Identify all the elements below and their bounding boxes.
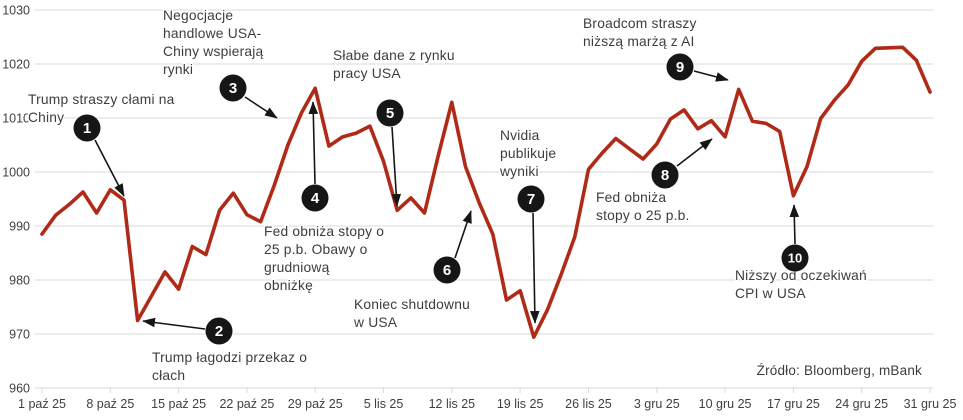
y-axis-label: 970 bbox=[9, 328, 30, 342]
annotation-number-badge bbox=[205, 317, 233, 345]
annotation-number-badge bbox=[376, 99, 404, 127]
annotation-number: 2 bbox=[215, 323, 223, 340]
y-axis-label: 980 bbox=[9, 274, 30, 288]
x-axis-label: 29 paź 25 bbox=[288, 397, 343, 411]
annotation-arrow bbox=[142, 317, 206, 330]
x-axis-label: 19 lis 25 bbox=[497, 397, 544, 411]
annotation-number-badge bbox=[73, 114, 101, 142]
x-axis-label: 15 paź 25 bbox=[151, 397, 206, 411]
x-axis-label: 3 gru 25 bbox=[634, 397, 680, 411]
annotation-arrow bbox=[94, 139, 125, 197]
annotation-6: Koniec shutdownu w USA 6 bbox=[352, 210, 472, 332]
annotation-number: 8 bbox=[661, 167, 669, 184]
annotation-number: 5 bbox=[386, 105, 394, 122]
annotation-number-badge bbox=[219, 74, 247, 102]
annotation-number: 10 bbox=[788, 251, 802, 266]
annotation-arrow bbox=[244, 96, 278, 119]
annotation-arrow bbox=[789, 204, 800, 245]
annotation-caption: Trump straszy cłami na Chiny bbox=[28, 92, 175, 125]
annotation-arrow bbox=[308, 101, 319, 185]
x-axis-label: 10 gru 25 bbox=[699, 397, 752, 411]
x-axis-label: 31 gru 25 bbox=[904, 397, 957, 411]
annotation-number-badge bbox=[301, 184, 329, 212]
annotation-arrow bbox=[693, 70, 729, 82]
annotation-number: 3 bbox=[229, 80, 237, 97]
x-axis-label: 5 lis 25 bbox=[364, 397, 404, 411]
annotation-caption: Koniec shutdownu w USA bbox=[353, 297, 470, 330]
y-axis-label: 990 bbox=[9, 220, 30, 234]
annotation-number: 4 bbox=[311, 190, 320, 207]
x-axis-label: 26 lis 25 bbox=[565, 397, 612, 411]
x-axis-label: 8 paź 25 bbox=[86, 397, 134, 411]
annotation-number-badge bbox=[517, 185, 545, 213]
annotation-number-badge bbox=[651, 161, 679, 189]
annotation-5: Słabe dane z rynku pracy USA 5 bbox=[332, 47, 456, 207]
gridlines bbox=[35, 9, 933, 393]
annotation-caption: Trump łagodzi przekaz o cłach bbox=[152, 350, 307, 383]
annotation-number-badge bbox=[666, 53, 694, 81]
annotation-caption: Nvidia publikuje wyniki bbox=[499, 128, 556, 179]
price-series bbox=[40, 45, 932, 340]
annotation-arrow bbox=[676, 138, 713, 167]
x-axis-label: 17 gru 25 bbox=[767, 397, 820, 411]
x-axis-label: 22 paź 25 bbox=[219, 397, 274, 411]
annotation-3: Negocjacje handlowe USA-Chiny wspierają ry… bbox=[162, 7, 278, 119]
annotation-caption: Fed obniża stopy o 25 p.b. Obawy o grudnio… bbox=[264, 224, 384, 293]
annotation-9: Broadcom straszy niższą marżą z AI 9 bbox=[582, 15, 729, 82]
y-axis-label: 1020 bbox=[2, 58, 30, 72]
annotation-number: 9 bbox=[676, 59, 684, 76]
annotation-7: Nvidia publikuje wyniki 7 bbox=[498, 127, 558, 324]
axis-labels: 960 970 980 990 1000 1010 1020 1030 1 paź 25 8 pa… bbox=[2, 4, 956, 412]
source-note: Źródło: Bloomberg, mBank bbox=[756, 363, 922, 378]
annotation-caption: Negocjacje handlowe USA-Chiny wspierają ry… bbox=[163, 8, 264, 77]
x-axis-label: 1 paź 25 bbox=[18, 397, 66, 411]
price-line bbox=[40, 45, 932, 340]
annotation-4: Fed obniża stopy o 25 p.b. Obawy o grudnio… bbox=[263, 101, 386, 295]
annotation-number: 6 bbox=[443, 262, 451, 279]
annotation-arrow bbox=[454, 210, 472, 259]
annotation-2: Trump łagodzi przekaz o cłach 2 bbox=[142, 317, 309, 385]
y-axis-label: 1010 bbox=[2, 112, 30, 126]
y-axis-label: 1000 bbox=[2, 166, 30, 180]
annotation-caption: Słabe dane z rynku pracy USA bbox=[333, 48, 455, 81]
y-axis-label: 960 bbox=[9, 382, 30, 396]
annotation-10: Niższy od oczekiwań CPI w USA 10 bbox=[734, 204, 868, 303]
y-axis-label: 1030 bbox=[2, 4, 30, 18]
annotation-caption: Niższy od oczekiwań CPI w USA bbox=[735, 268, 867, 301]
annotation-8: Fed obniża stopy o 25 p.b. 8 bbox=[595, 138, 713, 225]
annotation-arrow bbox=[529, 212, 540, 324]
annotation-number-badge bbox=[781, 244, 809, 272]
annotation-number: 7 bbox=[527, 191, 535, 208]
annotation-caption: Fed obniża stopy o 25 p.b. bbox=[596, 190, 690, 223]
annotation-number: 1 bbox=[83, 120, 91, 137]
annotation-arrow bbox=[391, 126, 402, 207]
x-axis-label: 12 lis 25 bbox=[429, 397, 476, 411]
annotation-number-badge bbox=[433, 256, 461, 284]
x-axis-label: 24 gru 25 bbox=[835, 397, 888, 411]
annotation-caption: Broadcom straszy niższą marżą z AI bbox=[583, 16, 697, 49]
